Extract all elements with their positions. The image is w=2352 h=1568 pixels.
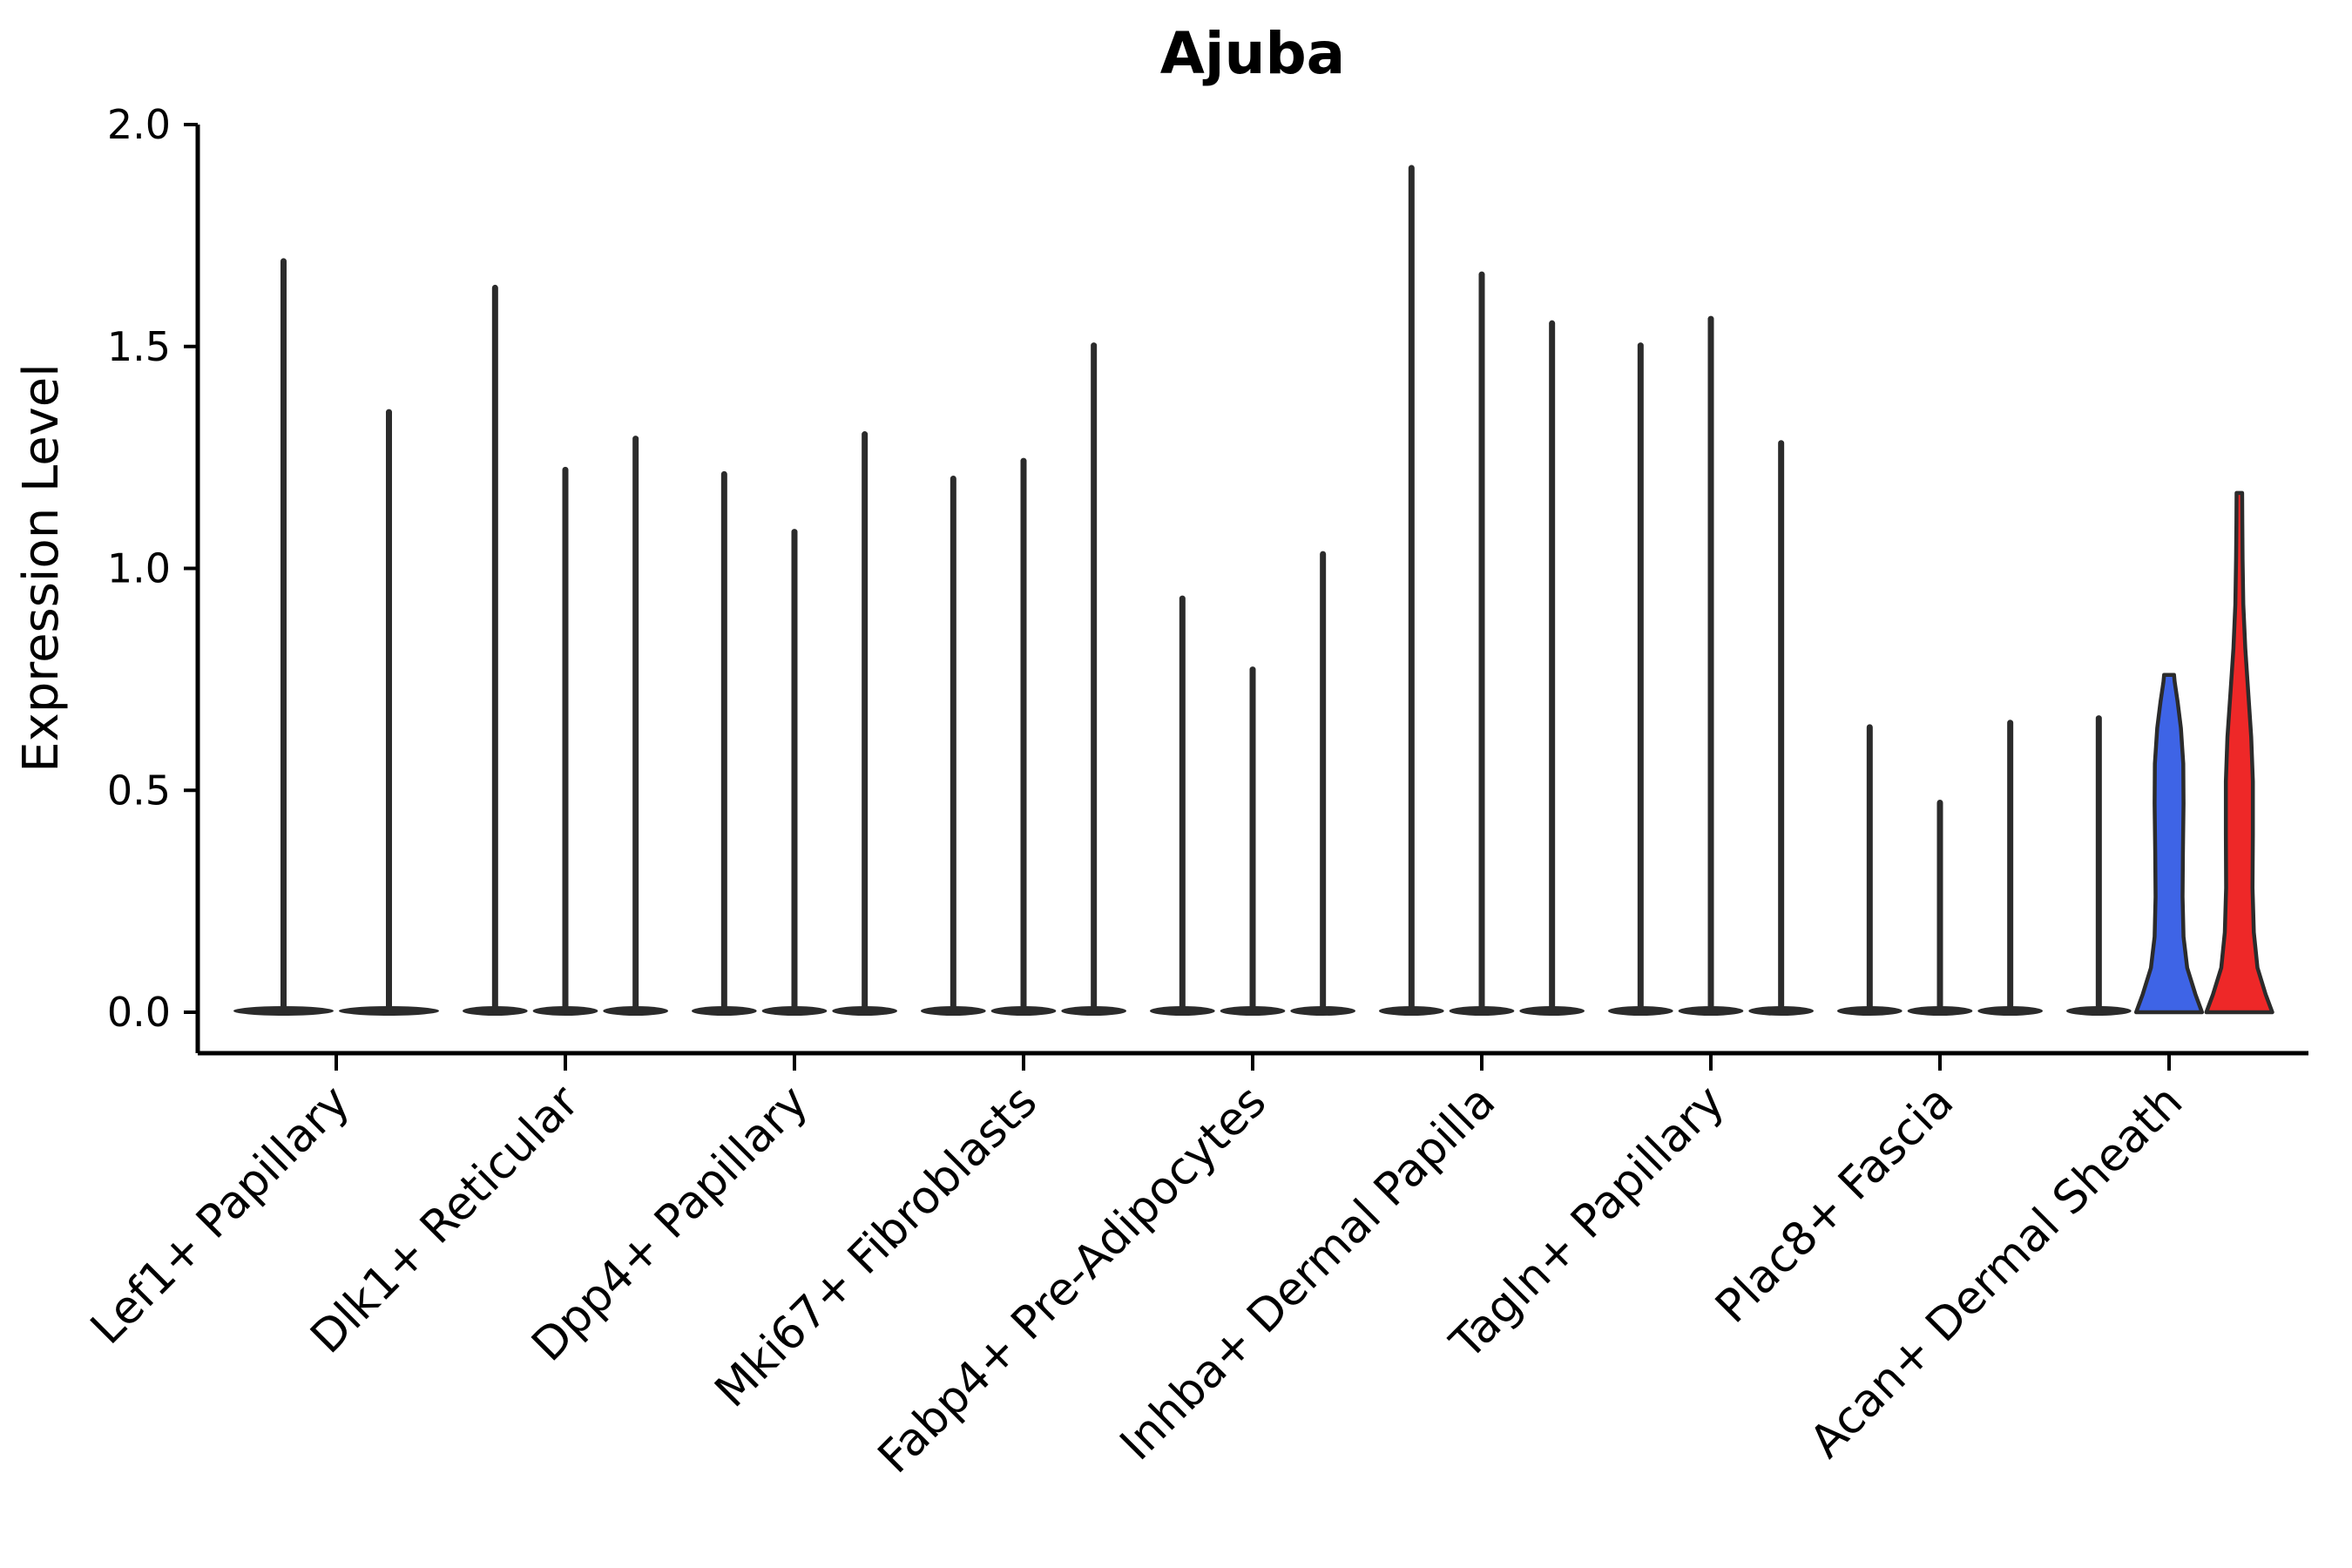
x-axis-labels: Lef1+ Papillary Dlk1+ Reticular Dpp4+ Pa…: [81, 1075, 2193, 1484]
y-axis-ticks: 0.0 0.5 1.0 1.5 2.0: [107, 101, 198, 1036]
x-axis-ticks: [335, 1053, 2171, 1071]
y-tick-label-2.0: 2.0: [107, 101, 171, 148]
y-tick-label-1.0: 1.0: [107, 545, 171, 592]
cat-label-plac8-fascia: Plac8+ Fascia: [1706, 1076, 1963, 1334]
violin-8-1: [2133, 672, 2205, 1015]
cat-label-inhba-dermal-papilla: Inhba+ Dermal Papilla: [1111, 1076, 1505, 1470]
y-axis-label: Expression Level: [13, 363, 70, 773]
y-tick-label-1.5: 1.5: [107, 323, 171, 370]
y-tick-label-0.5: 0.5: [107, 767, 171, 814]
violins-layer: [233, 165, 2274, 1016]
chart-title: Ajuba: [1160, 20, 1345, 87]
cat-label-fabp4-pre-adipocytes: Fabp4+ Pre-Adipocytes: [868, 1076, 1276, 1484]
cat-label-acan-dermal-sheath: Acan+ Dermal Sheath: [1801, 1076, 2193, 1469]
violin-8-2: [2204, 490, 2274, 1015]
y-tick-label-0.0: 0.0: [107, 989, 171, 1036]
